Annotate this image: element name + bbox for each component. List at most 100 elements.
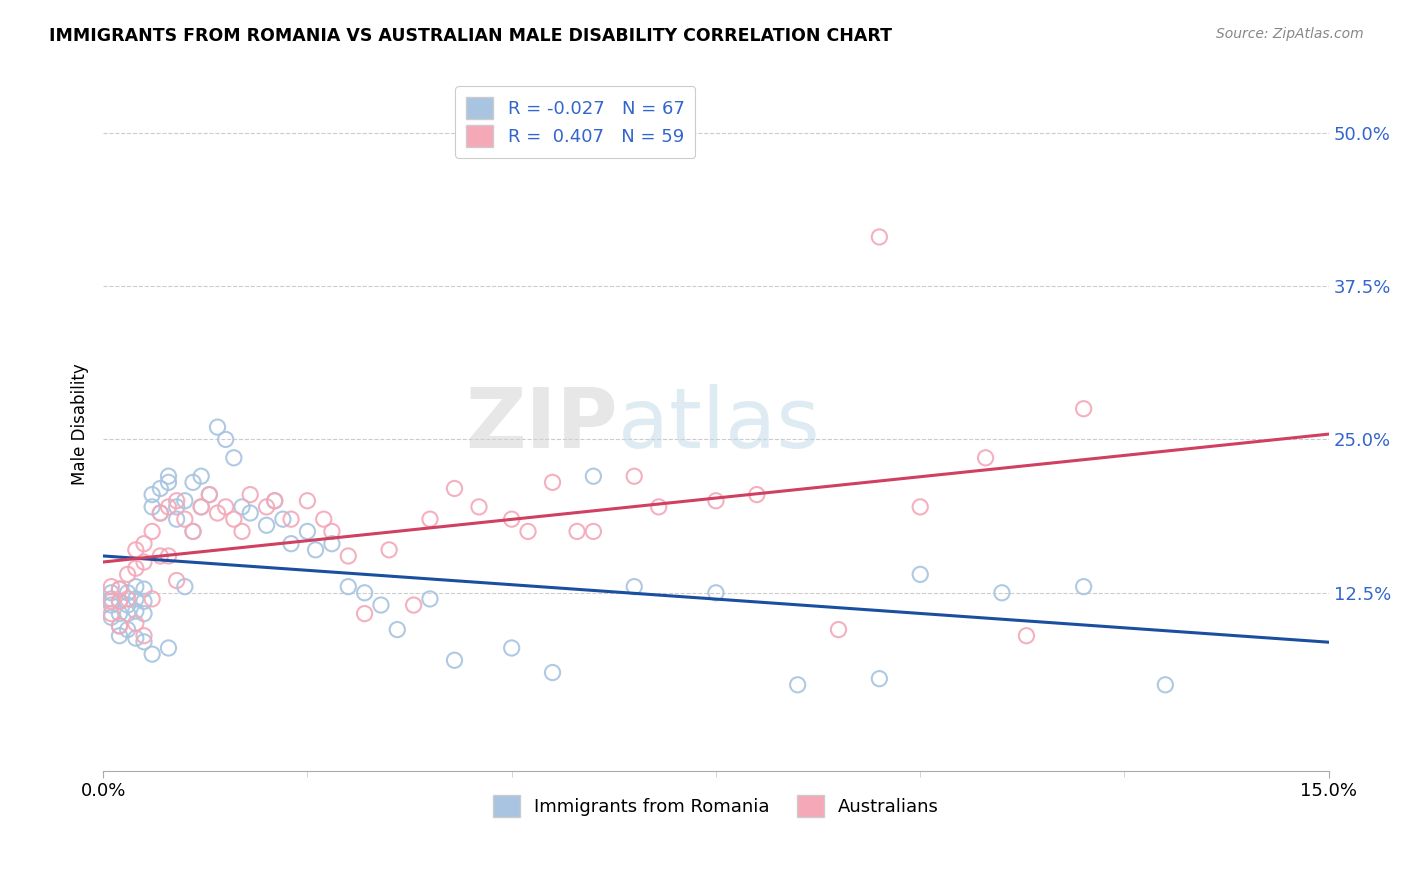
Point: [132, 555, 155, 569]
Point: [263, 493, 285, 508]
Point: [1073, 401, 1095, 416]
Legend: Immigrants from Romania, Australians: Immigrants from Romania, Australians: [485, 788, 946, 824]
Point: [908, 500, 931, 514]
Point: [337, 549, 360, 563]
Point: [353, 586, 375, 600]
Point: [173, 493, 195, 508]
Point: [117, 623, 139, 637]
Point: [263, 493, 285, 508]
Point: [190, 469, 212, 483]
Point: [108, 594, 131, 608]
Point: [256, 518, 278, 533]
Point: [173, 512, 195, 526]
Point: [827, 623, 849, 637]
Point: [517, 524, 540, 539]
Point: [132, 537, 155, 551]
Point: [125, 591, 148, 606]
Point: [443, 482, 465, 496]
Point: [149, 506, 172, 520]
Point: [157, 469, 180, 483]
Point: [239, 506, 262, 520]
Point: [190, 500, 212, 514]
Point: [108, 629, 131, 643]
Point: [166, 500, 188, 514]
Point: [443, 653, 465, 667]
Point: [149, 549, 172, 563]
Point: [541, 665, 564, 680]
Point: [117, 591, 139, 606]
Point: [157, 500, 180, 514]
Point: [190, 500, 212, 514]
Point: [623, 469, 645, 483]
Point: [132, 594, 155, 608]
Point: [222, 450, 245, 465]
Point: [100, 610, 122, 624]
Point: [141, 647, 163, 661]
Point: [157, 640, 180, 655]
Point: [149, 482, 172, 496]
Point: [166, 574, 188, 588]
Point: [304, 542, 326, 557]
Point: [207, 506, 229, 520]
Point: [125, 561, 148, 575]
Point: [108, 619, 131, 633]
Point: [207, 420, 229, 434]
Point: [239, 488, 262, 502]
Y-axis label: Male Disability: Male Disability: [72, 363, 89, 485]
Point: [108, 582, 131, 596]
Point: [402, 598, 425, 612]
Point: [222, 512, 245, 526]
Point: [141, 591, 163, 606]
Point: [100, 586, 122, 600]
Point: [353, 607, 375, 621]
Point: [745, 488, 768, 502]
Point: [100, 580, 122, 594]
Point: [786, 678, 808, 692]
Point: [132, 629, 155, 643]
Point: [868, 672, 890, 686]
Point: [108, 607, 131, 621]
Point: [100, 598, 122, 612]
Point: [280, 537, 302, 551]
Point: [198, 488, 221, 502]
Point: [125, 631, 148, 645]
Point: [468, 500, 491, 514]
Point: [1015, 629, 1038, 643]
Point: [991, 586, 1014, 600]
Point: [215, 500, 238, 514]
Point: [100, 607, 122, 621]
Point: [704, 586, 727, 600]
Point: [419, 512, 441, 526]
Point: [321, 537, 343, 551]
Point: [108, 594, 131, 608]
Point: [173, 580, 195, 594]
Point: [141, 488, 163, 502]
Point: [297, 524, 319, 539]
Text: ZIP: ZIP: [465, 384, 617, 465]
Point: [125, 542, 148, 557]
Point: [256, 500, 278, 514]
Point: [312, 512, 335, 526]
Point: [623, 580, 645, 594]
Point: [1073, 580, 1095, 594]
Point: [149, 506, 172, 520]
Point: [370, 598, 392, 612]
Point: [108, 582, 131, 596]
Point: [198, 488, 221, 502]
Text: atlas: atlas: [617, 384, 820, 465]
Point: [117, 567, 139, 582]
Point: [125, 604, 148, 618]
Point: [108, 619, 131, 633]
Point: [117, 598, 139, 612]
Point: [141, 524, 163, 539]
Point: [582, 469, 605, 483]
Point: [231, 500, 253, 514]
Point: [297, 493, 319, 508]
Point: [157, 549, 180, 563]
Point: [280, 512, 302, 526]
Point: [181, 524, 204, 539]
Point: [166, 493, 188, 508]
Point: [868, 230, 890, 244]
Point: [132, 582, 155, 596]
Point: [125, 580, 148, 594]
